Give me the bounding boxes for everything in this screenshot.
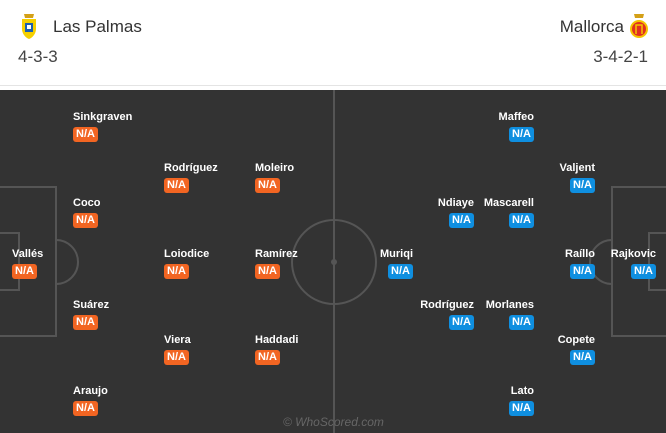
player-rating: N/A (73, 401, 98, 416)
player-rodriguez[interactable]: Rodríguez N/A (164, 162, 218, 193)
player-ramirez[interactable]: Ramírez N/A (255, 248, 298, 279)
player-lato[interactable]: Lato N/A (509, 385, 534, 416)
player-rating: N/A (164, 350, 189, 365)
player-rating: N/A (388, 264, 413, 279)
player-rodriguez-mallorca[interactable]: Rodríguez N/A (420, 299, 474, 330)
player-name: Vallés (12, 248, 44, 260)
player-rating: N/A (570, 264, 595, 279)
away-team-name[interactable]: Mallorca (559, 17, 624, 36)
player-rating: N/A (509, 315, 534, 330)
player-name: Araujo (73, 385, 108, 397)
las-palmas-crest-icon (22, 14, 36, 39)
player-rating: N/A (570, 350, 595, 365)
home-team-name[interactable]: Las Palmas (53, 17, 142, 36)
player-rating: N/A (509, 213, 534, 228)
player-name: Rodríguez (164, 162, 218, 174)
player-valjent[interactable]: Valjent N/A (560, 162, 595, 193)
player-name: Lato (510, 385, 534, 397)
player-sinkgraven[interactable]: Sinkgraven N/A (73, 111, 132, 142)
home-formation: 4-3-3 (18, 47, 58, 66)
player-rating: N/A (73, 315, 98, 330)
pitch-markings (0, 90, 666, 433)
player-rajkovic[interactable]: Rajkovic N/A (611, 248, 656, 279)
match-header: Las Palmas 4-3-3 Mallorca 3-4-2-1 (0, 0, 666, 86)
player-name: Ndiaye (437, 197, 474, 209)
player-name: Morlanes (485, 299, 534, 311)
player-rating: N/A (164, 178, 189, 193)
player-muriqi[interactable]: Muriqi N/A (380, 248, 413, 279)
player-haddadi[interactable]: Haddadi N/A (255, 334, 298, 365)
player-name: Mascarell (483, 197, 534, 209)
player-rating: N/A (570, 178, 595, 193)
player-rating: N/A (449, 315, 474, 330)
player-rating: N/A (255, 178, 280, 193)
player-maffeo[interactable]: Maffeo N/A (499, 111, 534, 142)
player-morlanes[interactable]: Morlanes N/A (486, 299, 534, 330)
player-copete[interactable]: Copete N/A (558, 334, 595, 365)
player-rating: N/A (631, 264, 656, 279)
player-name: Ramírez (255, 248, 298, 260)
player-name: Sinkgraven (73, 111, 133, 123)
player-name: Suárez (73, 299, 110, 311)
away-formation: 3-4-2-1 (593, 47, 648, 66)
player-name: Coco (73, 197, 101, 209)
player-rating: N/A (449, 213, 474, 228)
player-raillo[interactable]: Raíllo N/A (565, 248, 595, 279)
player-name: Viera (164, 334, 191, 346)
player-name: Haddadi (255, 334, 299, 346)
player-rating: N/A (73, 213, 98, 228)
player-rating: N/A (12, 264, 37, 279)
player-name: Rodríguez (420, 299, 474, 311)
player-name: Loiodice (164, 248, 210, 260)
player-rating: N/A (73, 127, 98, 142)
player-viera[interactable]: Viera N/A (164, 334, 191, 365)
player-name: Valjent (559, 162, 595, 174)
pitch: Sinkgraven N/A Rodríguez N/A Moleiro N/A Co… (0, 90, 666, 433)
player-mascarell[interactable]: Mascarell N/A (484, 197, 534, 228)
player-rating: N/A (255, 350, 280, 365)
player-rating: N/A (164, 264, 189, 279)
player-name: Maffeo (498, 111, 534, 123)
player-moleiro[interactable]: Moleiro N/A (255, 162, 294, 193)
player-ndiaye[interactable]: Ndiaye N/A (438, 197, 474, 228)
watermark: © WhoScored.com (283, 415, 384, 429)
player-name: Raíllo (565, 248, 595, 260)
mallorca-crest-icon (630, 14, 648, 38)
player-rating: N/A (509, 127, 534, 142)
player-rating: N/A (255, 264, 280, 279)
player-suarez[interactable]: Suárez N/A (73, 299, 109, 330)
player-loiodice[interactable]: Loiodice N/A (164, 248, 209, 279)
player-name: Moleiro (255, 162, 295, 174)
player-araujo[interactable]: Araujo N/A (73, 385, 108, 416)
player-coco[interactable]: Coco N/A (73, 197, 101, 228)
player-name: Rajkovic (610, 248, 656, 260)
player-valles[interactable]: Vallés N/A (12, 248, 43, 279)
player-name: Copete (557, 334, 595, 346)
player-name: Muriqi (380, 248, 413, 260)
player-rating: N/A (509, 401, 534, 416)
